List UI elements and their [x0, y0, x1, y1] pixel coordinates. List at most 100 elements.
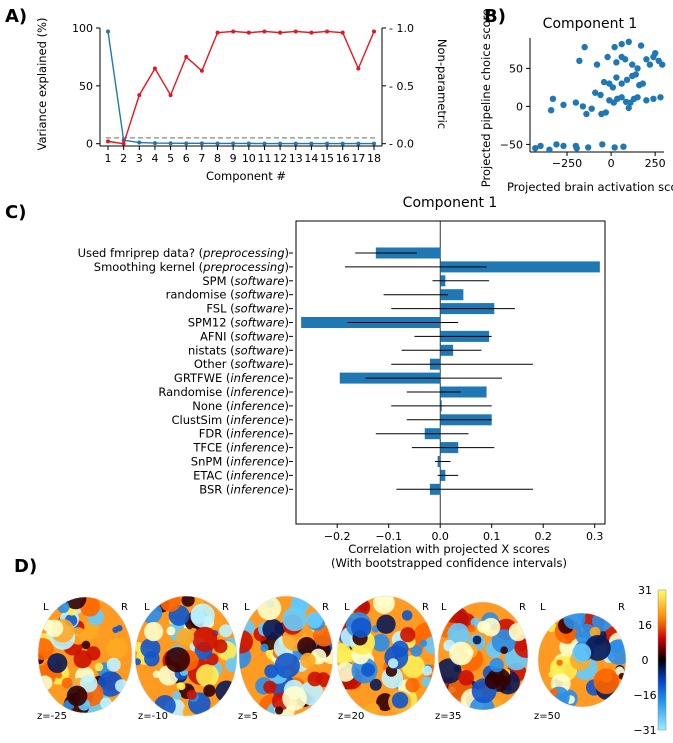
panel-b-scatter-point [637, 42, 645, 49]
brain-slice-blob [262, 619, 284, 640]
panel-a-xlabel: Component # [206, 169, 286, 183]
panel-a-ytick-label-right: - 0.0 [389, 138, 414, 151]
panel-c-category-label: Used fmriprep data? (preprocessing) [78, 246, 289, 260]
colorbar-tick-label: −31 [633, 724, 656, 737]
brain-slice-blob [337, 661, 356, 682]
brain-slice-blob [337, 643, 352, 664]
panel-c-xtick-label: 0.3 [586, 530, 604, 543]
panel-a-series-point [309, 30, 314, 35]
panel-b-scatter-point [537, 142, 544, 150]
category-name: SnPM ( [191, 455, 231, 469]
panel-b-scatter-point [597, 91, 604, 99]
panel-a-xtick-label: 13 [289, 152, 303, 165]
slice-z-label: z=35 [435, 711, 461, 722]
panel-a-series-point [152, 66, 157, 71]
brain-slice-blob [97, 671, 124, 697]
category-name: ETAC ( [193, 468, 230, 482]
brain-slice-blob [264, 664, 279, 679]
panel-d-brain-slices: L Rz=-25 L Rz=-10 L Rz=5 L Rz=20 L Rz=35 L Rz=50 31 1… [37, 584, 667, 737]
panel-b-xlabel: Projected brain activation score [507, 180, 673, 194]
panel-b-letter: B) [484, 6, 506, 27]
brain-slice [537, 612, 627, 708]
category-group: inference [230, 482, 284, 496]
panel-b-scatter-point [646, 61, 654, 68]
category-group: inference [230, 385, 284, 399]
panel-c-category-label: BSR (inference) [199, 482, 289, 496]
panel-b-scatter-point [593, 61, 601, 68]
panel-c-category-label: Smoothing kernel (preprocessing) [94, 260, 289, 274]
brain-slice-blob [195, 664, 219, 688]
panel-a-xtick-label: 16 [336, 152, 350, 165]
category-name: nistats ( [188, 343, 235, 357]
panel-b-scatter-point [650, 53, 657, 61]
panel-b-scatter-point [573, 145, 580, 152]
panel-b-scatter-point [532, 145, 539, 152]
panel-b-scatter-point [643, 97, 650, 104]
panel-b-scatter-point [581, 43, 588, 51]
category-group: software [235, 288, 285, 302]
slice-right-label: R [618, 602, 625, 613]
category-group: software [235, 274, 285, 288]
category-name: AFNI ( [200, 329, 235, 343]
category-group: inference [230, 441, 284, 455]
brain-slice-blob [66, 685, 88, 707]
slice-z-label: z=-10 [138, 711, 168, 722]
colorbar-tick-label: −16 [633, 689, 656, 702]
panel-b-scatter-point [634, 94, 641, 101]
brain-slice-blob [410, 644, 423, 657]
panel-a-series-point [168, 141, 173, 146]
brain-slice-blob [186, 689, 197, 700]
category-group: inference [230, 399, 284, 413]
brain-slice-blob [424, 636, 435, 655]
panel-b-scatter-point [592, 89, 599, 96]
panel-c-category-label: TFCE (inference) [192, 441, 289, 455]
brain-slice-blob [181, 596, 195, 607]
brain-slice-blob [469, 696, 495, 710]
panel-a-xtick-label: 17 [351, 152, 365, 165]
panel-a-series-point [231, 29, 236, 34]
panel-a-xtick-label: 8 [214, 152, 221, 165]
brain-slice-blob [400, 627, 416, 643]
category-name: BSR ( [199, 482, 230, 496]
slice-right-label: R [222, 602, 229, 613]
panel-b-xtick-label: 0 [608, 157, 615, 170]
panel-c-title: Component 1 [403, 195, 498, 211]
panel-a-series-point [293, 141, 298, 146]
brain-slice-blob [114, 679, 129, 693]
colorbar-tick-label: 16 [638, 619, 652, 632]
panel-a-series-point [293, 29, 298, 34]
panel-a-ylabel-right: Non-parametric [435, 39, 449, 129]
panel-c-bar [440, 289, 464, 301]
panel-a-xtick-label: 14 [304, 152, 318, 165]
panel-c-category-label: GRTFWE (inference) [174, 371, 289, 385]
brain-slice-blob [364, 702, 381, 716]
brain-slice-blob [164, 647, 191, 673]
panel-b-scatter-point [579, 103, 587, 110]
brain-slice-blob [239, 629, 254, 654]
brain-slice-blob [116, 625, 123, 632]
panel-a-xtick-label: 6 [183, 152, 190, 165]
panel-b-scatter-point [629, 61, 636, 68]
brain-slice-outline [537, 612, 627, 708]
brain-slice-outline [37, 596, 133, 714]
brain-slice-blob [391, 640, 409, 658]
panel-c-category-label: Other (software) [194, 357, 289, 371]
slice-left-label: L [540, 602, 546, 613]
panel-a-series-point [231, 141, 236, 146]
panel-a-chart: Variance explained (%) Non-parametric Co… [35, 18, 449, 183]
brain-slice-blob [306, 611, 323, 629]
brain-slice-blob [438, 658, 462, 684]
brain-slice-blob [219, 624, 233, 638]
brain-slice-blob [405, 678, 420, 693]
brain-slice-blob [388, 658, 399, 669]
panel-a-series-point [325, 29, 330, 34]
brain-slice-blob [421, 665, 433, 676]
brain-slice-blob [213, 639, 228, 654]
category-group: inference [230, 427, 284, 441]
brain-slice-blob [263, 680, 277, 694]
panel-b-scatter-point [623, 76, 631, 84]
slice-z-label: z=20 [338, 711, 364, 722]
brain-slice-blob [449, 641, 473, 666]
panel-c-category-label: SPM12 (software) [188, 316, 289, 330]
panel-b-scatter-point [632, 71, 639, 78]
